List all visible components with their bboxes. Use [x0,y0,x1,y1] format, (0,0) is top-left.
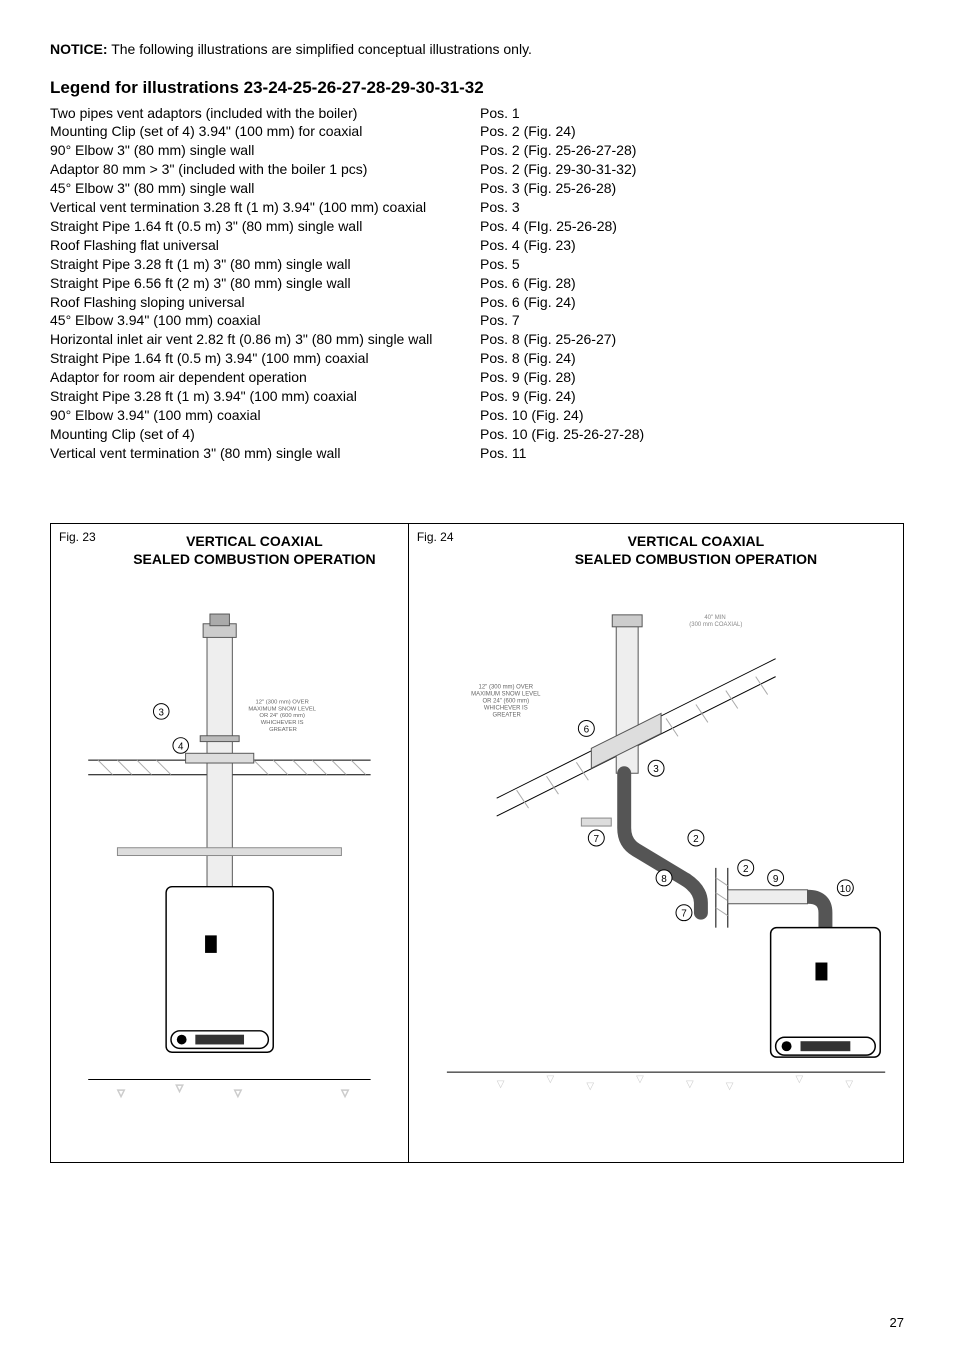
svg-text:▽: ▽ [686,1079,694,1090]
svg-text:▽: ▽ [117,1088,125,1099]
legend-desc: Roof Flashing flat universal [50,236,480,255]
fig24-diagram: 6 3 40" MIN (300 mm COAXIAL) 12" (300 mm… [417,568,895,1108]
legend-row: 45° Elbow 3.94" (100 mm) coaxialPos. 7 [50,311,904,330]
svg-text:▽: ▽ [726,1081,734,1092]
legend-row: Two pipes vent adaptors (included with t… [50,104,904,123]
legend-pos: Pos. 8 (Fig. 25-26-27) [480,330,616,349]
svg-text:4: 4 [178,741,184,752]
svg-text:▽: ▽ [234,1088,242,1099]
figure-24: Fig. 24 VERTICAL COAXIAL SEALED COMBUSTI… [409,524,903,1162]
legend-desc: 45° Elbow 3" (80 mm) single wall [50,179,480,198]
legend-row: Straight Pipe 1.64 ft (0.5 m) 3" (80 mm)… [50,217,904,236]
svg-text:40" MIN (300 mm COAX: 40" MIN (300 mm COAXIAL) [689,615,742,628]
fig23-title: VERTICAL COAXIAL SEALED COMBUSTION OPERA… [109,532,400,568]
legend-row: Mounting Clip (set of 4) 3.94" (100 mm) … [50,122,904,141]
legend-pos: Pos. 8 (Fig. 24) [480,349,576,368]
legend-row: 90° Elbow 3.94" (100 mm) coaxialPos. 10 … [50,406,904,425]
figures-container: Fig. 23 VERTICAL COAXIAL SEALED COMBUSTI… [50,523,904,1163]
legend-pos: Pos. 7 [480,311,520,330]
legend-row: Roof Flashing flat universalPos. 4 (Fig.… [50,236,904,255]
legend-row: 45° Elbow 3" (80 mm) single wallPos. 3 (… [50,179,904,198]
legend-desc: Adaptor 80 mm > 3" (included with the bo… [50,160,480,179]
legend-desc: Straight Pipe 1.64 ft (0.5 m) 3.94" (100… [50,349,480,368]
svg-text:▽: ▽ [546,1074,554,1085]
legend-desc: 45° Elbow 3.94" (100 mm) coaxial [50,311,480,330]
legend-desc: Adaptor for room air dependent operation [50,368,480,387]
legend-pos: Pos. 2 (Fig. 24) [480,122,576,141]
legend-desc: Mounting Clip (set of 4) [50,425,480,444]
fig24-title: VERTICAL COAXIAL SEALED COMBUSTION OPERA… [497,532,895,568]
legend-row: Straight Pipe 3.28 ft (1 m) 3.94" (100 m… [50,387,904,406]
legend-pos: Pos. 9 (Fig. 24) [480,387,576,406]
svg-text:▽: ▽ [845,1079,853,1090]
legend-pos: Pos. 3 (Fig. 25-26-28) [480,179,616,198]
legend-row: Roof Flashing sloping universalPos. 6 (F… [50,293,904,312]
svg-text:▽: ▽ [586,1081,594,1092]
legend-pos: Pos. 5 [480,255,520,274]
svg-text:12" (300 mm) OVER MA: 12" (300 mm) OVER MAXIMUM SNOW LEVEL OR … [471,684,542,718]
notice-label: NOTICE: [50,41,108,57]
svg-text:3: 3 [159,707,164,718]
svg-text:7: 7 [681,909,687,920]
legend-desc: 90° Elbow 3" (80 mm) single wall [50,141,480,160]
fig23-diagram: ▽ ▽ ▽ ▽ 3 4 12" (300 mm) OVER MAXIMUM SN… [59,568,400,1108]
legend-desc: Horizontal inlet air vent 2.82 ft (0.86 … [50,330,480,349]
legend-pos: Pos. 4 (Fig. 23) [480,236,576,255]
svg-text:6: 6 [583,724,589,735]
legend-row: Straight Pipe 1.64 ft (0.5 m) 3.94" (100… [50,349,904,368]
svg-text:▽: ▽ [176,1083,184,1094]
legend-pos: Pos. 2 (Fig. 25-26-27-28) [480,141,636,160]
page-number: 27 [890,1315,904,1330]
legend-desc: 90° Elbow 3.94" (100 mm) coaxial [50,406,480,425]
legend-row: Mounting Clip (set of 4)Pos. 10 (Fig. 25… [50,425,904,444]
legend-heading: Legend for illustrations 23-24-25-26-27-… [50,78,904,98]
svg-text:12" (300 mm) OVER MA: 12" (300 mm) OVER MAXIMUM SNOW LEVEL OR … [248,700,317,733]
legend-row: Horizontal inlet air vent 2.82 ft (0.86 … [50,330,904,349]
figure-23: Fig. 23 VERTICAL COAXIAL SEALED COMBUSTI… [51,524,409,1162]
legend-desc: Mounting Clip (set of 4) 3.94" (100 mm) … [50,122,480,141]
svg-text:▽: ▽ [795,1074,803,1085]
legend-desc: Vertical vent termination 3.28 ft (1 m) … [50,198,480,217]
legend-pos: Pos. 6 (Fig. 24) [480,293,576,312]
svg-text:8: 8 [661,874,667,885]
legend-pos: Pos. 2 (Fig. 29-30-31-32) [480,160,636,179]
svg-text:▽: ▽ [497,1079,505,1090]
notice-text: NOTICE: The following illustrations are … [50,40,904,60]
legend-desc: Vertical vent termination 3" (80 mm) sin… [50,444,480,463]
fig23-label: Fig. 23 [59,530,96,544]
legend-row: Vertical vent termination 3" (80 mm) sin… [50,444,904,463]
legend-row: 90° Elbow 3" (80 mm) single wallPos. 2 (… [50,141,904,160]
svg-text:2: 2 [693,834,699,845]
svg-text:9: 9 [773,874,779,885]
legend-pos: Pos. 10 (Fig. 24) [480,406,584,425]
legend-row: Straight Pipe 6.56 ft (2 m) 3" (80 mm) s… [50,274,904,293]
svg-text:7: 7 [593,834,599,845]
legend-desc: Straight Pipe 3.28 ft (1 m) 3" (80 mm) s… [50,255,480,274]
legend-table: Two pipes vent adaptors (included with t… [50,104,904,463]
legend-pos: Pos. 4 (FIg. 25-26-28) [480,217,617,236]
svg-text:3: 3 [653,764,659,775]
legend-pos: Pos. 3 [480,198,520,217]
legend-row: Adaptor for room air dependent operation… [50,368,904,387]
legend-desc: Two pipes vent adaptors (included with t… [50,104,480,123]
legend-desc: Roof Flashing sloping universal [50,293,480,312]
fig24-label: Fig. 24 [417,530,454,544]
svg-text:▽: ▽ [636,1074,644,1085]
legend-pos: Pos. 10 (Fig. 25-26-27-28) [480,425,644,444]
legend-desc: Straight Pipe 1.64 ft (0.5 m) 3" (80 mm)… [50,217,480,236]
svg-text:▽: ▽ [341,1088,349,1099]
legend-row: Vertical vent termination 3.28 ft (1 m) … [50,198,904,217]
legend-row: Adaptor 80 mm > 3" (included with the bo… [50,160,904,179]
legend-pos: Pos. 11 [480,444,526,463]
notice-body: The following illustrations are simplifi… [111,41,532,57]
svg-text:10: 10 [840,884,852,895]
legend-pos: Pos. 6 (Fig. 28) [480,274,576,293]
legend-pos: Pos. 1 [480,104,520,123]
legend-desc: Straight Pipe 3.28 ft (1 m) 3.94" (100 m… [50,387,480,406]
legend-pos: Pos. 9 (Fig. 28) [480,368,576,387]
svg-text:2: 2 [743,864,749,875]
legend-desc: Straight Pipe 6.56 ft (2 m) 3" (80 mm) s… [50,274,480,293]
legend-row: Straight Pipe 3.28 ft (1 m) 3" (80 mm) s… [50,255,904,274]
